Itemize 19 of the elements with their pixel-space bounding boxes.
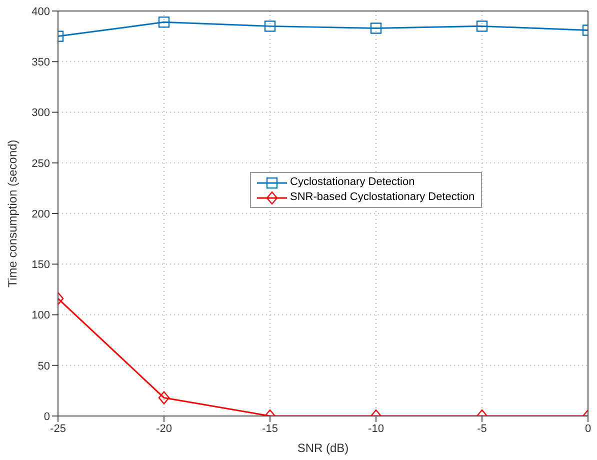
y-axis-title: Time consumption (second) [5, 140, 20, 288]
legend-label: Cyclostationary Detection [290, 175, 415, 190]
x-tick-label: -15 [262, 422, 278, 435]
legend-label: SNR-based Cyclostationary Detection [290, 190, 475, 205]
x-tick-label: -5 [477, 422, 487, 435]
y-tick-label: 150 [32, 259, 50, 272]
y-tick-label: 400 [32, 6, 50, 18]
y-tick-label: 250 [32, 158, 50, 170]
y-tick-label: 100 [32, 310, 50, 322]
y-tick-label: 300 [32, 107, 50, 120]
y-tick-label: 0 [44, 410, 50, 423]
x-axis-title: SNR (dB) [297, 441, 349, 455]
x-tick-label: -20 [156, 422, 172, 435]
x-tick-label: 0 [584, 422, 592, 435]
y-tick-label: 50 [38, 360, 50, 372]
x-tick-label: -10 [368, 422, 384, 435]
y-tick-label: 200 [32, 208, 50, 220]
x-tick-label: -25 [50, 422, 66, 435]
y-tick-label: 350 [32, 56, 50, 69]
